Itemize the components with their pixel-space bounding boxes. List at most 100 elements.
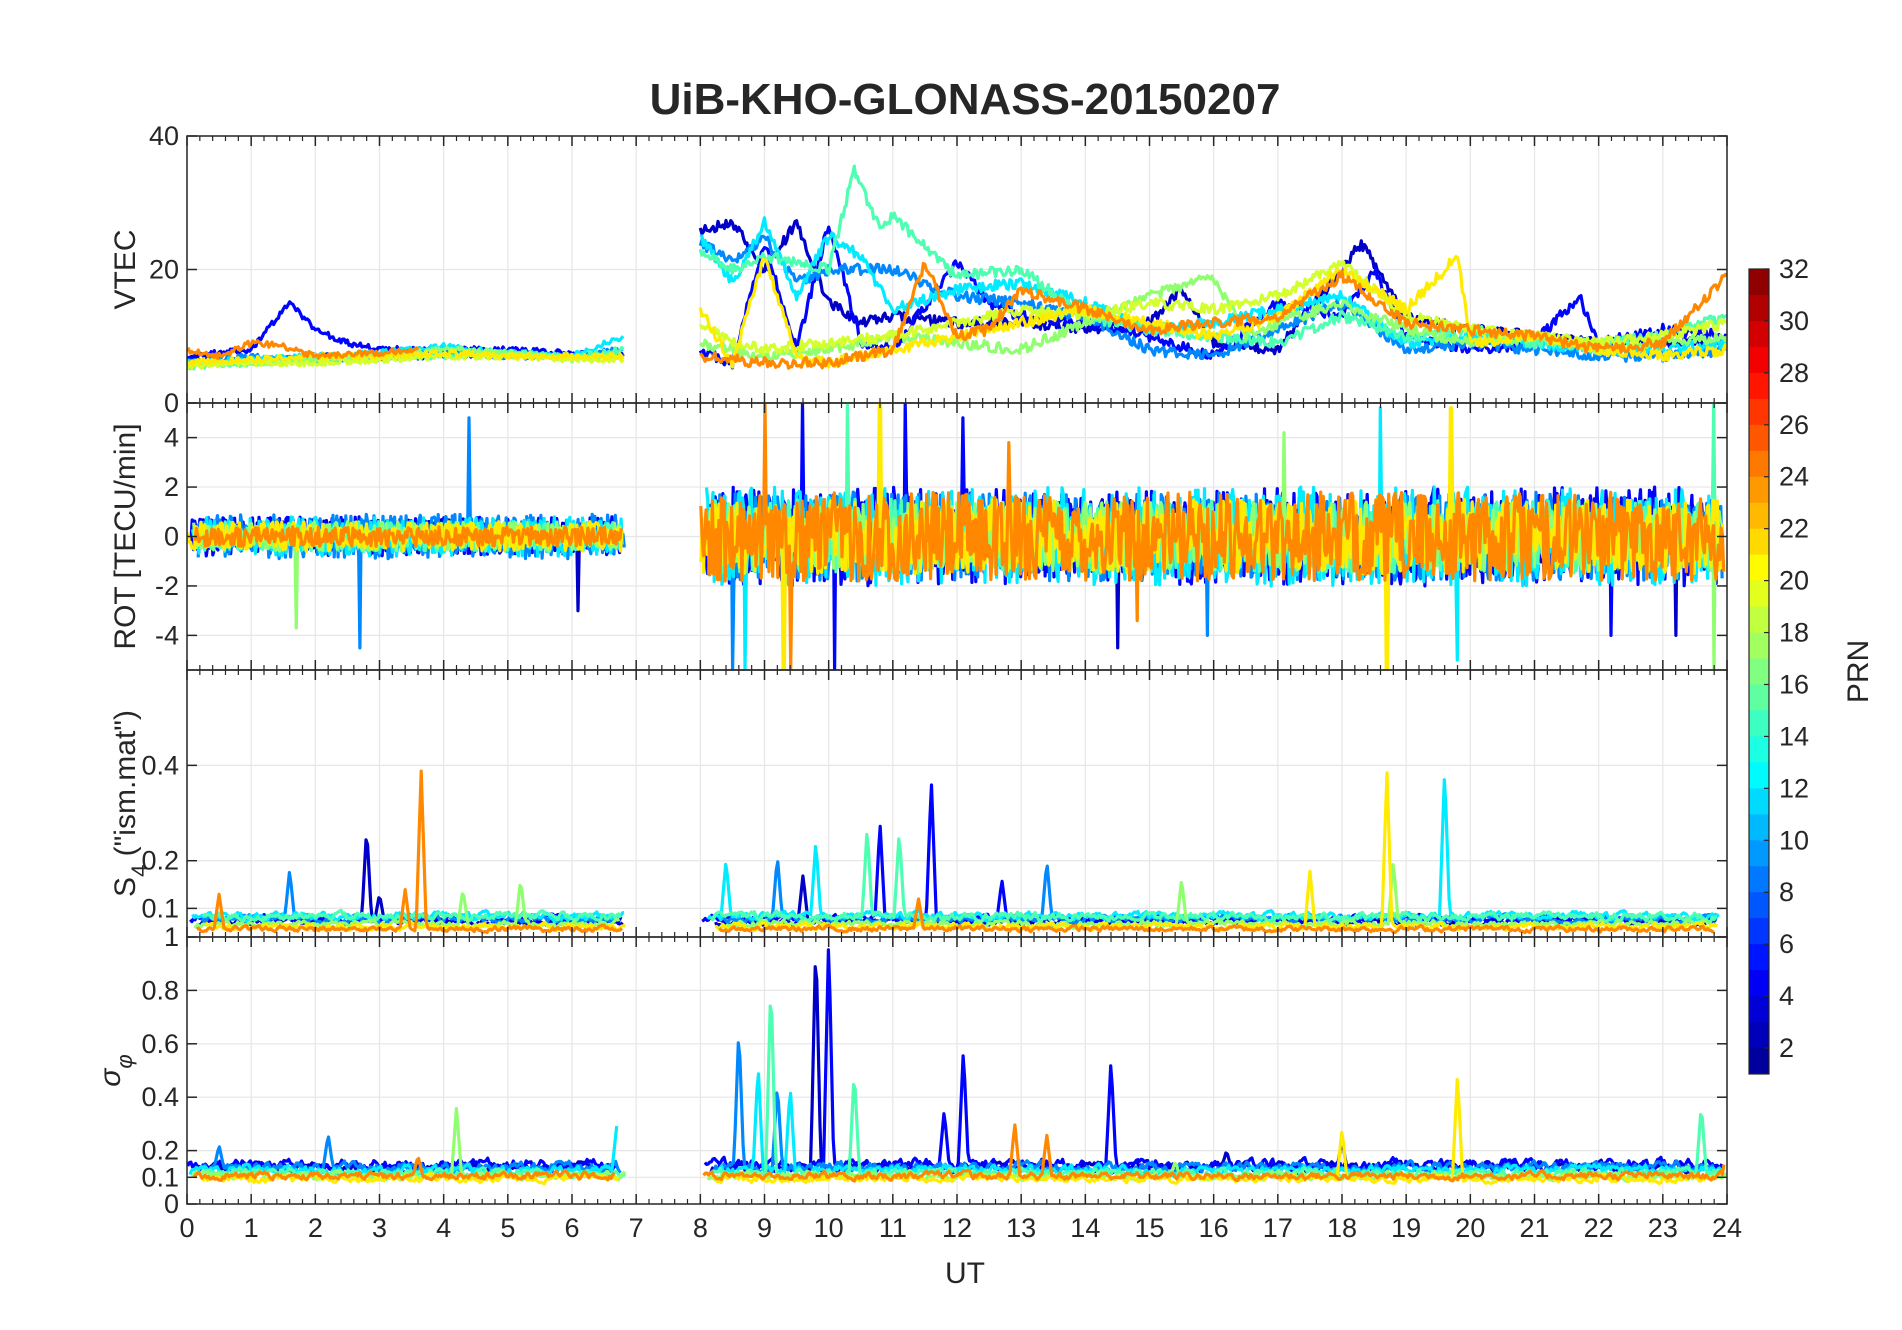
- y-tick-label: 0.2: [141, 846, 179, 876]
- x-tick-label: 15: [1134, 1213, 1164, 1243]
- y-axis-label-vtec: VTEC: [109, 229, 142, 309]
- ticks-s4: 0.1 0.2 0.4: [141, 670, 1728, 937]
- colorbar-tick-label: 30: [1779, 306, 1809, 336]
- series-line-prn-24: [702, 1123, 1726, 1183]
- series-line-prn-24: [193, 525, 623, 548]
- x-tick-label: 22: [1584, 1213, 1614, 1243]
- colorbar-swatch: [1749, 866, 1769, 893]
- series-line-prn-15: [201, 908, 622, 924]
- series-line-prn-24: [699, 261, 1727, 370]
- colorbar-swatch: [1749, 970, 1769, 997]
- colorbar-tick-label: 16: [1779, 669, 1809, 699]
- series-line-prn-3: [709, 965, 1722, 1176]
- colorbar-swatch: [1749, 580, 1769, 608]
- colorbar-swatch: [1749, 736, 1769, 763]
- y-tick-label: 0.4: [141, 750, 179, 780]
- colorbar-swatch: [1749, 398, 1769, 426]
- panel-s4: 0.1 0.2 0.4S4 ("ism.mat"): [109, 669, 1728, 938]
- y-axis-label-subscript: 4: [127, 865, 152, 877]
- colorbar-swatch: [1749, 269, 1769, 296]
- panel-vtec: 0 20 40 VTEC: [109, 121, 1728, 418]
- x-axis-label: UT: [945, 1257, 985, 1290]
- series-line-prn-24: [718, 897, 1715, 935]
- x-tick-label: 23: [1648, 1213, 1678, 1243]
- series-line-prn-3: [198, 838, 624, 927]
- ticks-rot: -4 -2 0 2 4: [155, 403, 1728, 670]
- y-tick-label: 0.1: [141, 1162, 179, 1192]
- y-tick-label: 1: [164, 922, 179, 952]
- series-group-sigma_phi: [187, 948, 1727, 1186]
- series-line-prn-3: [698, 218, 1727, 356]
- colorbar-swatch: [1749, 528, 1769, 556]
- y-tick-label: 0.8: [141, 975, 179, 1005]
- colorbar-swatch: [1749, 710, 1769, 737]
- y-tick-label: 0: [164, 1189, 179, 1219]
- colorbar-swatch: [1749, 1048, 1769, 1075]
- colorbar-tick-label: 20: [1779, 566, 1809, 596]
- y-tick-label: 4: [164, 423, 179, 453]
- colorbar-swatch: [1749, 684, 1769, 711]
- y-tick-label: 20: [149, 255, 179, 285]
- colorbar-swatch: [1749, 424, 1769, 452]
- x-tick-label: 13: [1006, 1213, 1036, 1243]
- colorbar-swatch: [1749, 606, 1769, 634]
- panel-sigma_phi: 00.10.2 0.4 0.6 0.8 1 σφ: [94, 922, 1728, 1219]
- y-tick-label: -2: [155, 571, 179, 601]
- y-axis-label-main: ROT [TECU/min]: [109, 423, 142, 649]
- y-tick-label: -4: [155, 620, 179, 650]
- colorbar-tick-label: 28: [1779, 358, 1809, 388]
- colorbar-tick-label: 6: [1779, 929, 1794, 959]
- colorbar-tick-label: 12: [1779, 773, 1809, 803]
- colorbar-swatch: [1749, 450, 1769, 478]
- colorbar-tick-label: 4: [1779, 981, 1794, 1011]
- x-tick-label: 5: [500, 1213, 515, 1243]
- series-line-prn-15: [711, 1004, 1721, 1181]
- colorbar-tick-label: 18: [1779, 618, 1809, 648]
- series-line-prn-9: [698, 234, 1727, 363]
- colorbar-swatch: [1749, 320, 1769, 348]
- colorbar-tick-label: 22: [1779, 514, 1809, 544]
- colorbar-tick-label: 14: [1779, 721, 1809, 751]
- y-axis-label-sigma_phi: σφ: [94, 1054, 137, 1086]
- colorbar-swatch: [1749, 892, 1769, 919]
- colorbar-swatch: [1749, 788, 1769, 815]
- colorbar-swatch: [1749, 814, 1769, 841]
- x-tick-label: 7: [629, 1213, 644, 1243]
- series-line-prn-24: [187, 339, 420, 360]
- series-group-vtec: [187, 164, 1727, 371]
- colorbar-tick-label: 32: [1779, 254, 1809, 284]
- colorbar-frame: [1748, 268, 1770, 1075]
- x-tick-label: 6: [564, 1213, 579, 1243]
- colorbar-swatch: [1749, 346, 1769, 374]
- x-tick-label: 0: [179, 1213, 194, 1243]
- grid-vtec: [186, 135, 1728, 404]
- series-line-prn-17: [718, 863, 1717, 931]
- colorbar-label: PRN: [1842, 640, 1875, 703]
- x-tick-labels: 0 1 2 3 4 5 6 7 8 9 10 11 12 13 14 15 16 17 18 19 20 21 22 23 24: [179, 1213, 1742, 1243]
- colorbar-tick-label: 8: [1779, 877, 1794, 907]
- series-group-s4: [189, 769, 1720, 935]
- x-tick-label: 18: [1327, 1213, 1357, 1243]
- colorbar-swatch: [1749, 476, 1769, 504]
- y-tick-label: 0.4: [141, 1082, 179, 1112]
- y-tick-label: 0.1: [141, 893, 179, 923]
- y-axis-label-main: σ: [94, 1067, 127, 1087]
- colorbar-swatch: [1749, 294, 1769, 322]
- x-tick-label: 11: [879, 1213, 907, 1243]
- x-tick-label: 19: [1391, 1213, 1421, 1243]
- x-tick-label: 16: [1199, 1213, 1229, 1243]
- colorbar-swatch: [1749, 632, 1769, 660]
- x-tick-label: 12: [942, 1213, 972, 1243]
- colorbar-swatch: [1749, 762, 1769, 789]
- colorbar-swatch: [1749, 554, 1769, 582]
- x-tick-label: 1: [244, 1213, 259, 1243]
- x-tick-label: 2: [308, 1213, 323, 1243]
- colorbar-tick-label: 10: [1779, 825, 1809, 855]
- colorbar-tick-label: 26: [1779, 410, 1809, 440]
- y-axis-label-s4: S4 ("ism.mat"): [109, 710, 152, 897]
- y-axis-label-subscript: φ: [112, 1054, 137, 1068]
- y-tick-label: 0.2: [141, 1136, 179, 1166]
- series-line-prn-21: [187, 348, 625, 367]
